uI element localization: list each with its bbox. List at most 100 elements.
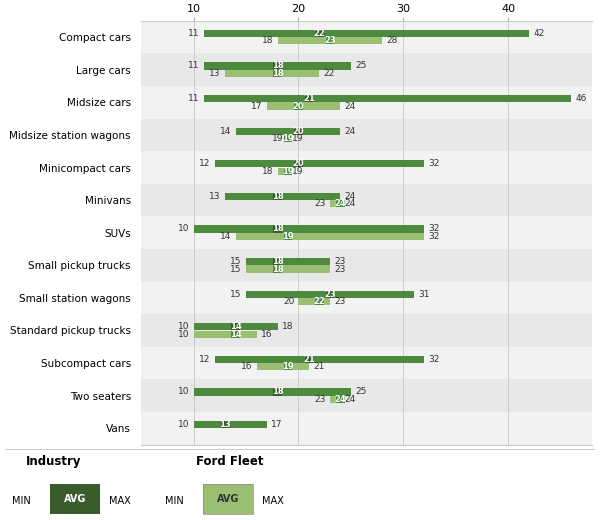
Text: 24: 24 xyxy=(335,199,346,209)
Text: 23: 23 xyxy=(314,199,326,209)
Bar xyxy=(141,151,592,184)
Text: 21: 21 xyxy=(303,94,315,103)
Bar xyxy=(326,291,334,298)
Text: 10: 10 xyxy=(178,387,189,396)
Bar xyxy=(141,412,592,445)
Text: 23: 23 xyxy=(334,297,346,306)
Text: 22: 22 xyxy=(314,29,325,38)
Text: 20: 20 xyxy=(293,101,304,111)
Text: 17: 17 xyxy=(271,420,282,429)
Bar xyxy=(141,314,592,347)
Text: 32: 32 xyxy=(429,355,440,364)
Bar xyxy=(273,62,282,70)
Text: 11: 11 xyxy=(189,29,200,38)
Text: MIN: MIN xyxy=(12,496,31,505)
Bar xyxy=(316,30,323,37)
Bar xyxy=(273,258,282,265)
Text: 20: 20 xyxy=(293,127,304,136)
Bar xyxy=(316,298,323,305)
Text: 18: 18 xyxy=(272,257,283,266)
Bar xyxy=(215,356,424,363)
Bar xyxy=(221,421,230,428)
Bar xyxy=(336,396,344,403)
Bar xyxy=(194,421,267,428)
Text: 18: 18 xyxy=(272,61,283,70)
Text: 23: 23 xyxy=(324,36,336,45)
Text: 21: 21 xyxy=(313,362,325,371)
Bar xyxy=(284,363,292,370)
Text: 28: 28 xyxy=(386,36,398,45)
Bar xyxy=(236,233,424,240)
Text: 12: 12 xyxy=(199,355,210,364)
Bar xyxy=(50,484,100,514)
Bar xyxy=(294,127,303,135)
Bar xyxy=(215,160,424,167)
Bar xyxy=(236,127,340,135)
Bar xyxy=(305,356,313,363)
Bar xyxy=(203,484,254,514)
Bar xyxy=(305,95,313,102)
Bar xyxy=(141,347,592,380)
Text: 24: 24 xyxy=(344,395,356,404)
Text: 22: 22 xyxy=(323,69,335,78)
Bar xyxy=(294,160,303,167)
Text: Ford Fleet: Ford Fleet xyxy=(196,455,264,468)
Bar xyxy=(204,30,529,37)
Bar xyxy=(246,266,330,272)
Text: 18: 18 xyxy=(282,322,293,331)
Bar xyxy=(246,258,330,265)
Text: 19: 19 xyxy=(282,134,294,143)
Bar xyxy=(231,331,240,338)
Text: 21: 21 xyxy=(303,355,315,364)
Bar xyxy=(194,331,257,338)
Bar xyxy=(141,249,592,282)
Text: 23: 23 xyxy=(324,290,336,298)
Text: 32: 32 xyxy=(429,225,440,233)
Text: 24: 24 xyxy=(335,395,346,404)
Bar xyxy=(141,86,592,119)
Text: 16: 16 xyxy=(261,330,272,339)
Text: AVG: AVG xyxy=(64,494,87,504)
Bar xyxy=(273,193,282,200)
Bar xyxy=(141,184,592,216)
Text: 42: 42 xyxy=(533,29,545,38)
Text: 20: 20 xyxy=(293,159,304,168)
Text: 15: 15 xyxy=(230,265,242,274)
Text: 13: 13 xyxy=(209,69,221,78)
Bar xyxy=(141,282,592,314)
Text: MIN: MIN xyxy=(165,496,184,505)
Text: 19: 19 xyxy=(282,362,294,371)
Text: 24: 24 xyxy=(344,199,356,209)
Bar xyxy=(273,70,282,77)
Bar xyxy=(225,193,340,200)
Text: 18: 18 xyxy=(262,167,273,176)
Text: 24: 24 xyxy=(344,192,356,201)
Bar xyxy=(194,225,424,232)
Text: 13: 13 xyxy=(219,420,231,429)
Bar xyxy=(246,291,413,298)
Bar xyxy=(273,388,282,396)
Bar xyxy=(204,95,571,102)
Bar xyxy=(326,37,334,44)
Bar xyxy=(284,167,292,175)
Text: 10: 10 xyxy=(178,225,189,233)
Text: 19: 19 xyxy=(272,134,284,143)
Text: 14: 14 xyxy=(230,322,242,331)
Text: 10: 10 xyxy=(178,330,189,339)
Text: 14: 14 xyxy=(220,127,231,136)
Text: 19: 19 xyxy=(292,167,304,176)
Bar xyxy=(330,200,340,207)
Bar xyxy=(284,135,292,142)
Bar xyxy=(203,484,254,514)
Bar xyxy=(257,363,309,370)
Text: Industry: Industry xyxy=(25,455,81,468)
Text: 15: 15 xyxy=(230,257,242,266)
Bar xyxy=(225,70,320,77)
Text: 13: 13 xyxy=(209,192,221,201)
Text: 12: 12 xyxy=(199,159,210,168)
Bar xyxy=(231,323,240,330)
Bar xyxy=(278,167,288,175)
Text: MAX: MAX xyxy=(262,496,284,505)
Text: 14: 14 xyxy=(220,232,231,241)
Bar xyxy=(294,102,303,110)
